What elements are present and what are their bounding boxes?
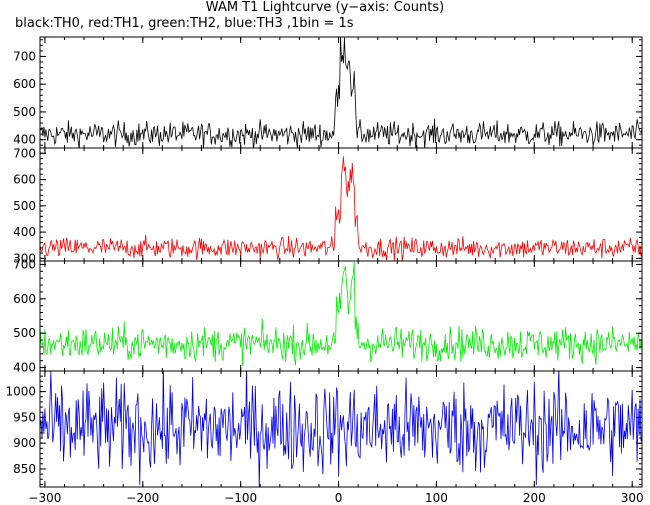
y-tick-label: 400 — [13, 133, 36, 147]
y-tick-label: 600 — [13, 77, 36, 91]
x-axis: −300 −200 −100 0 100 200 300 — [28, 491, 643, 505]
series-line-th3 — [40, 371, 642, 487]
y-tick-label: 600 — [13, 292, 36, 306]
panel-th2: 400 500 600 700 — [13, 257, 643, 375]
chart-title: WAM T1 Lightcurve (y−axis: Counts) — [205, 0, 445, 15]
x-tick-label: −100 — [224, 491, 257, 505]
x-tick-label: 0 — [335, 491, 343, 505]
y-tick-label: 700 — [13, 146, 36, 160]
y-tick-label: 1000 — [5, 385, 36, 399]
y-tick-label: 500 — [13, 326, 36, 340]
series-line-th1 — [40, 156, 642, 261]
y-tick-label: 850 — [13, 462, 36, 476]
chart-subtitle: black:TH0, red:TH1, green:TH2, blue:TH3 … — [15, 16, 354, 31]
series-line-th0 — [40, 37, 642, 148]
y-tick-label: 300 — [13, 251, 36, 265]
x-tick-label: 200 — [523, 491, 546, 505]
x-tick-label: −300 — [28, 491, 61, 505]
x-tick-label: 100 — [425, 491, 448, 505]
panel-frame — [39, 370, 643, 488]
x-tick-label: 300 — [621, 491, 644, 505]
y-tick-label: 700 — [13, 257, 36, 271]
panel-th0: 400 500 600 700 — [13, 36, 643, 149]
y-tick-label: 900 — [13, 436, 36, 450]
y-tick-label: 600 — [13, 173, 36, 187]
panel-th1: 300 400 500 600 700 — [13, 146, 643, 265]
series-line-th2 — [40, 261, 642, 366]
y-tick-label: 700 — [13, 49, 36, 63]
panel-th3: 850 900 950 1000 — [5, 370, 643, 488]
y-tick-label: 500 — [13, 199, 36, 213]
y-tick-label: 400 — [13, 225, 36, 239]
x-tick-label: −200 — [126, 491, 159, 505]
y-tick-label: 950 — [13, 410, 36, 424]
panels-group: 4005006007003004005006007004005006007008… — [5, 36, 643, 488]
y-tick-label: 500 — [13, 105, 36, 119]
y-tick-label: 400 — [13, 361, 36, 375]
